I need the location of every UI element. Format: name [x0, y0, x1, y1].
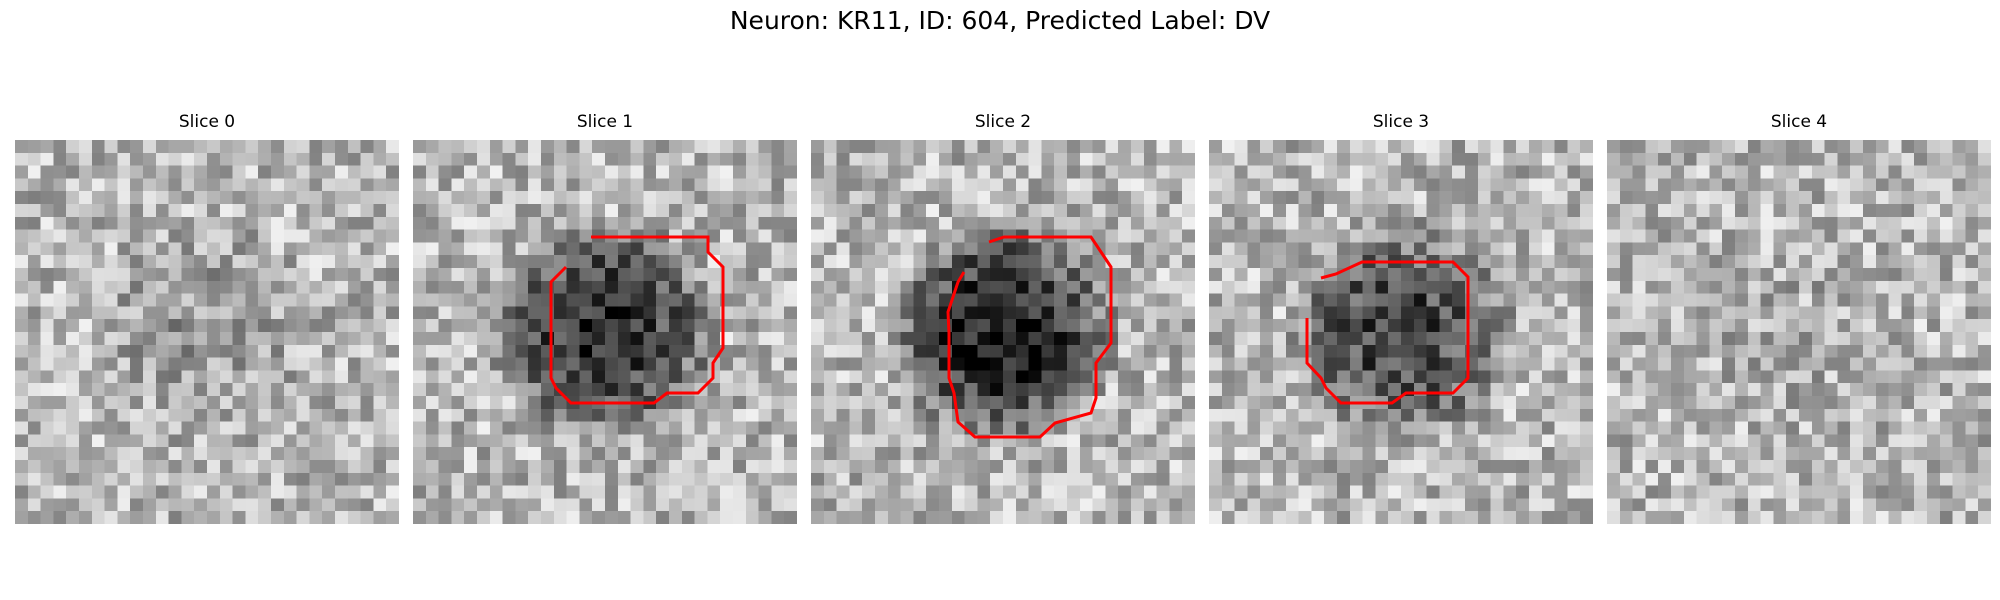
slice-panel-4: Slice 4 [1607, 110, 1991, 524]
slice-contour-2 [946, 235, 1113, 439]
slice-contour-1 [549, 235, 725, 405]
slice-panel-3: Slice 3 [1209, 110, 1593, 524]
slice-title-1: Slice 1 [576, 112, 634, 132]
slice-pixels-0 [15, 140, 399, 524]
figure-title: Neuron: KR11, ID: 604, Predicted Label: … [729, 6, 1271, 35]
slice-panel-1: Slice 1 [413, 110, 797, 524]
slice-image-4 [1607, 140, 1991, 524]
slice-pixels-3 [1209, 140, 1593, 524]
slice-image-3 [1209, 140, 1593, 524]
slice-contour-3 [1305, 260, 1470, 405]
slice-pixels-2 [811, 140, 1195, 524]
slice-image-1 [413, 140, 797, 524]
slice-title-3: Slice 3 [1372, 112, 1430, 132]
slice-image-2 [811, 140, 1195, 524]
slice-title-4: Slice 4 [1770, 112, 1828, 132]
slice-panel-2: Slice 2 [811, 110, 1195, 524]
slice-image-0 [15, 140, 399, 524]
slice-title-0: Slice 0 [178, 112, 236, 132]
slice-pixels-4 [1607, 140, 1991, 524]
slice-title-2: Slice 2 [974, 112, 1032, 132]
slice-panel-0: Slice 0 [15, 110, 399, 524]
slice-pixels-1 [413, 140, 797, 524]
